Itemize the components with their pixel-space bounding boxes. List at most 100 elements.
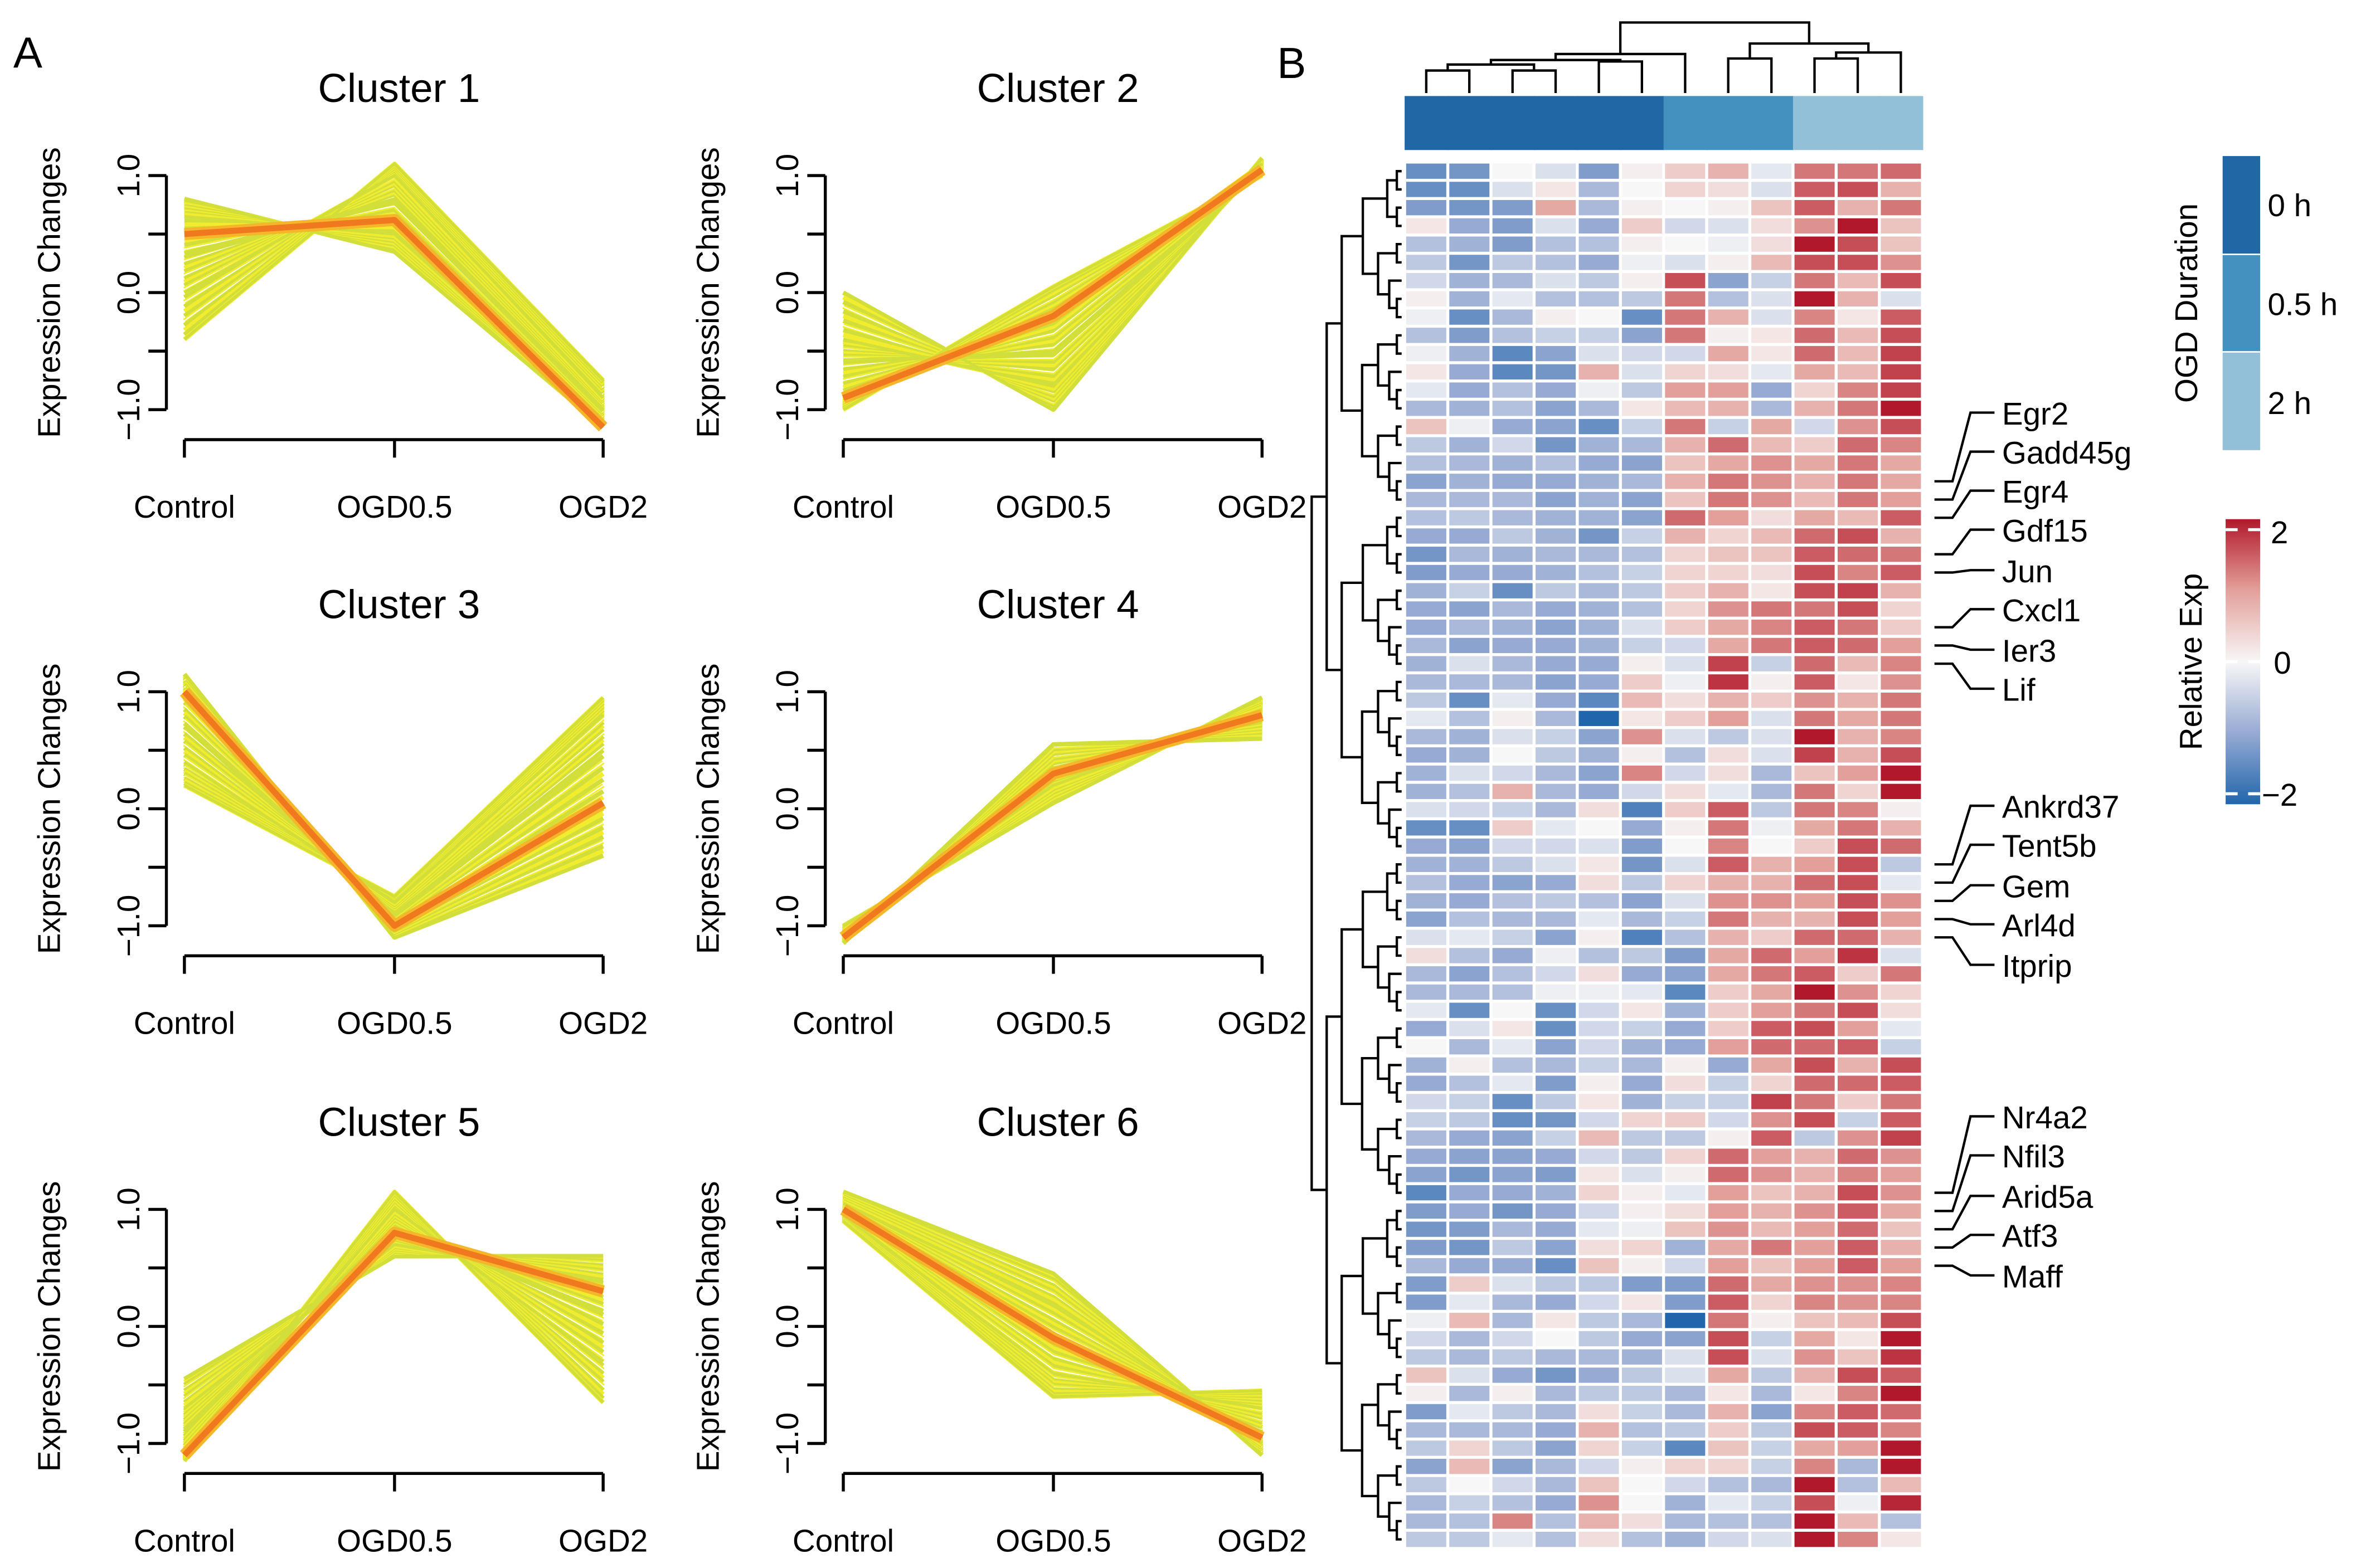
heatmap-cell — [1406, 182, 1446, 197]
heatmap-cell — [1837, 619, 1878, 635]
scale-tick-neg2: −2 — [2262, 777, 2297, 812]
x-tick-label: OGD2 — [1217, 1005, 1306, 1040]
heatmap-cell — [1536, 637, 1576, 654]
heatmap-cell — [1837, 255, 1878, 270]
heatmap-cell — [1665, 838, 1706, 854]
heatmap-cell — [1449, 966, 1490, 982]
heatmap-cell — [1406, 1477, 1446, 1493]
gene-label-connector — [1934, 489, 1995, 519]
heatmap-cell — [1794, 437, 1835, 452]
row-dendrogram-branch — [1395, 590, 1402, 611]
heatmap-cell — [1708, 345, 1748, 362]
heatmap-cell — [1492, 1349, 1533, 1365]
x-axis — [842, 438, 1264, 458]
heatmap-cell — [1837, 820, 1878, 836]
heatmap-cell — [1708, 729, 1748, 744]
heatmap-cell — [1837, 929, 1878, 945]
heatmap-cell — [1837, 984, 1878, 1000]
heatmap-cell — [1751, 619, 1792, 635]
heatmap-cell — [1665, 1039, 1706, 1055]
heatmap-cell — [1708, 474, 1748, 489]
heatmap-cell — [1665, 875, 1706, 890]
member-line — [843, 1190, 1264, 1457]
y-tick-label: 0.0 — [111, 787, 146, 831]
heatmap-cell — [1837, 345, 1878, 362]
heatmap-cell — [1751, 856, 1792, 872]
heatmap-cell — [1578, 1404, 1619, 1420]
heatmap-cell — [1578, 1258, 1619, 1274]
heatmap-cell — [1881, 619, 1921, 635]
heatmap-cell — [1665, 437, 1706, 452]
heatmap-cell — [1665, 218, 1706, 234]
heatmap-cell — [1536, 1331, 1576, 1347]
heatmap-cell — [1578, 1021, 1619, 1036]
heatmap-cell — [1406, 729, 1446, 744]
heatmap-cell — [1578, 564, 1619, 581]
heatmap-cell — [1578, 710, 1619, 727]
heatmap-cell — [1708, 1112, 1748, 1128]
cluster-line-charts: Cluster 1 −1.0 0.0 1.0 Expression Changes Con… — [31, 66, 1306, 1558]
heatmap-cell — [1794, 218, 1835, 234]
heatmap-cell — [1536, 1185, 1576, 1201]
cluster-chart-1: Cluster 1 −1.0 0.0 1.0 Expression Changes Con… — [31, 66, 648, 524]
row-dendrogram-branch — [1395, 1465, 1402, 1486]
heatmap-cell — [1665, 345, 1706, 362]
heatmap-cell — [1621, 619, 1662, 635]
heatmap-cell — [1406, 1148, 1446, 1164]
y-tick-label: 0.0 — [111, 271, 146, 315]
heatmap-cell — [1665, 1021, 1706, 1036]
y-axis — [807, 690, 827, 928]
heatmap-cell — [1492, 182, 1533, 197]
heatmap-cell — [1406, 911, 1446, 927]
row-dendrogram-branch — [1395, 936, 1402, 957]
heatmap-cell — [1751, 364, 1792, 380]
heatmap-cell — [1837, 1331, 1878, 1347]
heatmap-cell — [1492, 1331, 1533, 1347]
heatmap-cell — [1665, 291, 1706, 307]
heatmap-cell — [1794, 1276, 1835, 1292]
heatmap-cell — [1881, 272, 1921, 289]
heatmap-cell — [1578, 272, 1619, 289]
heatmap-cell — [1881, 218, 1921, 234]
heatmap-cell — [1621, 601, 1662, 617]
row-dendrogram-branch — [1340, 235, 1363, 412]
heatmap-cell — [1794, 875, 1835, 890]
heatmap-cell — [1449, 291, 1490, 307]
heatmap-cell — [1621, 474, 1662, 489]
heatmap-cell — [1837, 601, 1878, 617]
heatmap-cell — [1881, 1349, 1921, 1365]
heatmap-cell — [1406, 528, 1446, 544]
heatmap-cell — [1536, 1313, 1576, 1328]
heatmap-cell — [1881, 929, 1921, 945]
gene-label: Ankrd37 — [2002, 790, 2120, 825]
heatmap-cell — [1536, 1021, 1576, 1036]
heatmap-cell — [1492, 765, 1533, 781]
heatmap-cell — [1751, 401, 1792, 416]
legend-label-05h: 0.5 h — [2267, 286, 2338, 322]
heatmap-cell — [1449, 1221, 1490, 1237]
gene-label-connector — [1934, 662, 1995, 690]
y-axis-label: Expression Changes — [31, 147, 66, 438]
heatmap-cell — [1621, 911, 1662, 927]
heatmap-cell — [1794, 1367, 1835, 1383]
y-tick-label: 1.0 — [111, 670, 146, 714]
heatmap-cell — [1665, 674, 1706, 690]
ogd-duration-legend-title: OGD Duration — [2169, 203, 2204, 403]
heatmap-cell — [1881, 966, 1921, 982]
heatmap-cell — [1406, 491, 1446, 508]
heatmap-cell — [1578, 1221, 1619, 1237]
heatmap-cell — [1536, 583, 1576, 598]
y-tick-label: −1.0 — [770, 895, 805, 957]
row-dendrogram-branch — [1361, 197, 1387, 275]
heatmap-cell — [1881, 1495, 1921, 1511]
heatmap-cell — [1708, 637, 1748, 654]
panel-label-b: B — [1277, 38, 1306, 87]
heatmap-cell — [1881, 1531, 1921, 1547]
x-axis — [842, 954, 1264, 974]
heatmap-cell — [1794, 1458, 1835, 1474]
heatmap-cell — [1449, 656, 1490, 671]
heatmap-cell — [1794, 1240, 1835, 1255]
heatmap-cell — [1578, 838, 1619, 854]
cluster-center-line — [184, 217, 605, 430]
x-axis — [183, 438, 605, 458]
